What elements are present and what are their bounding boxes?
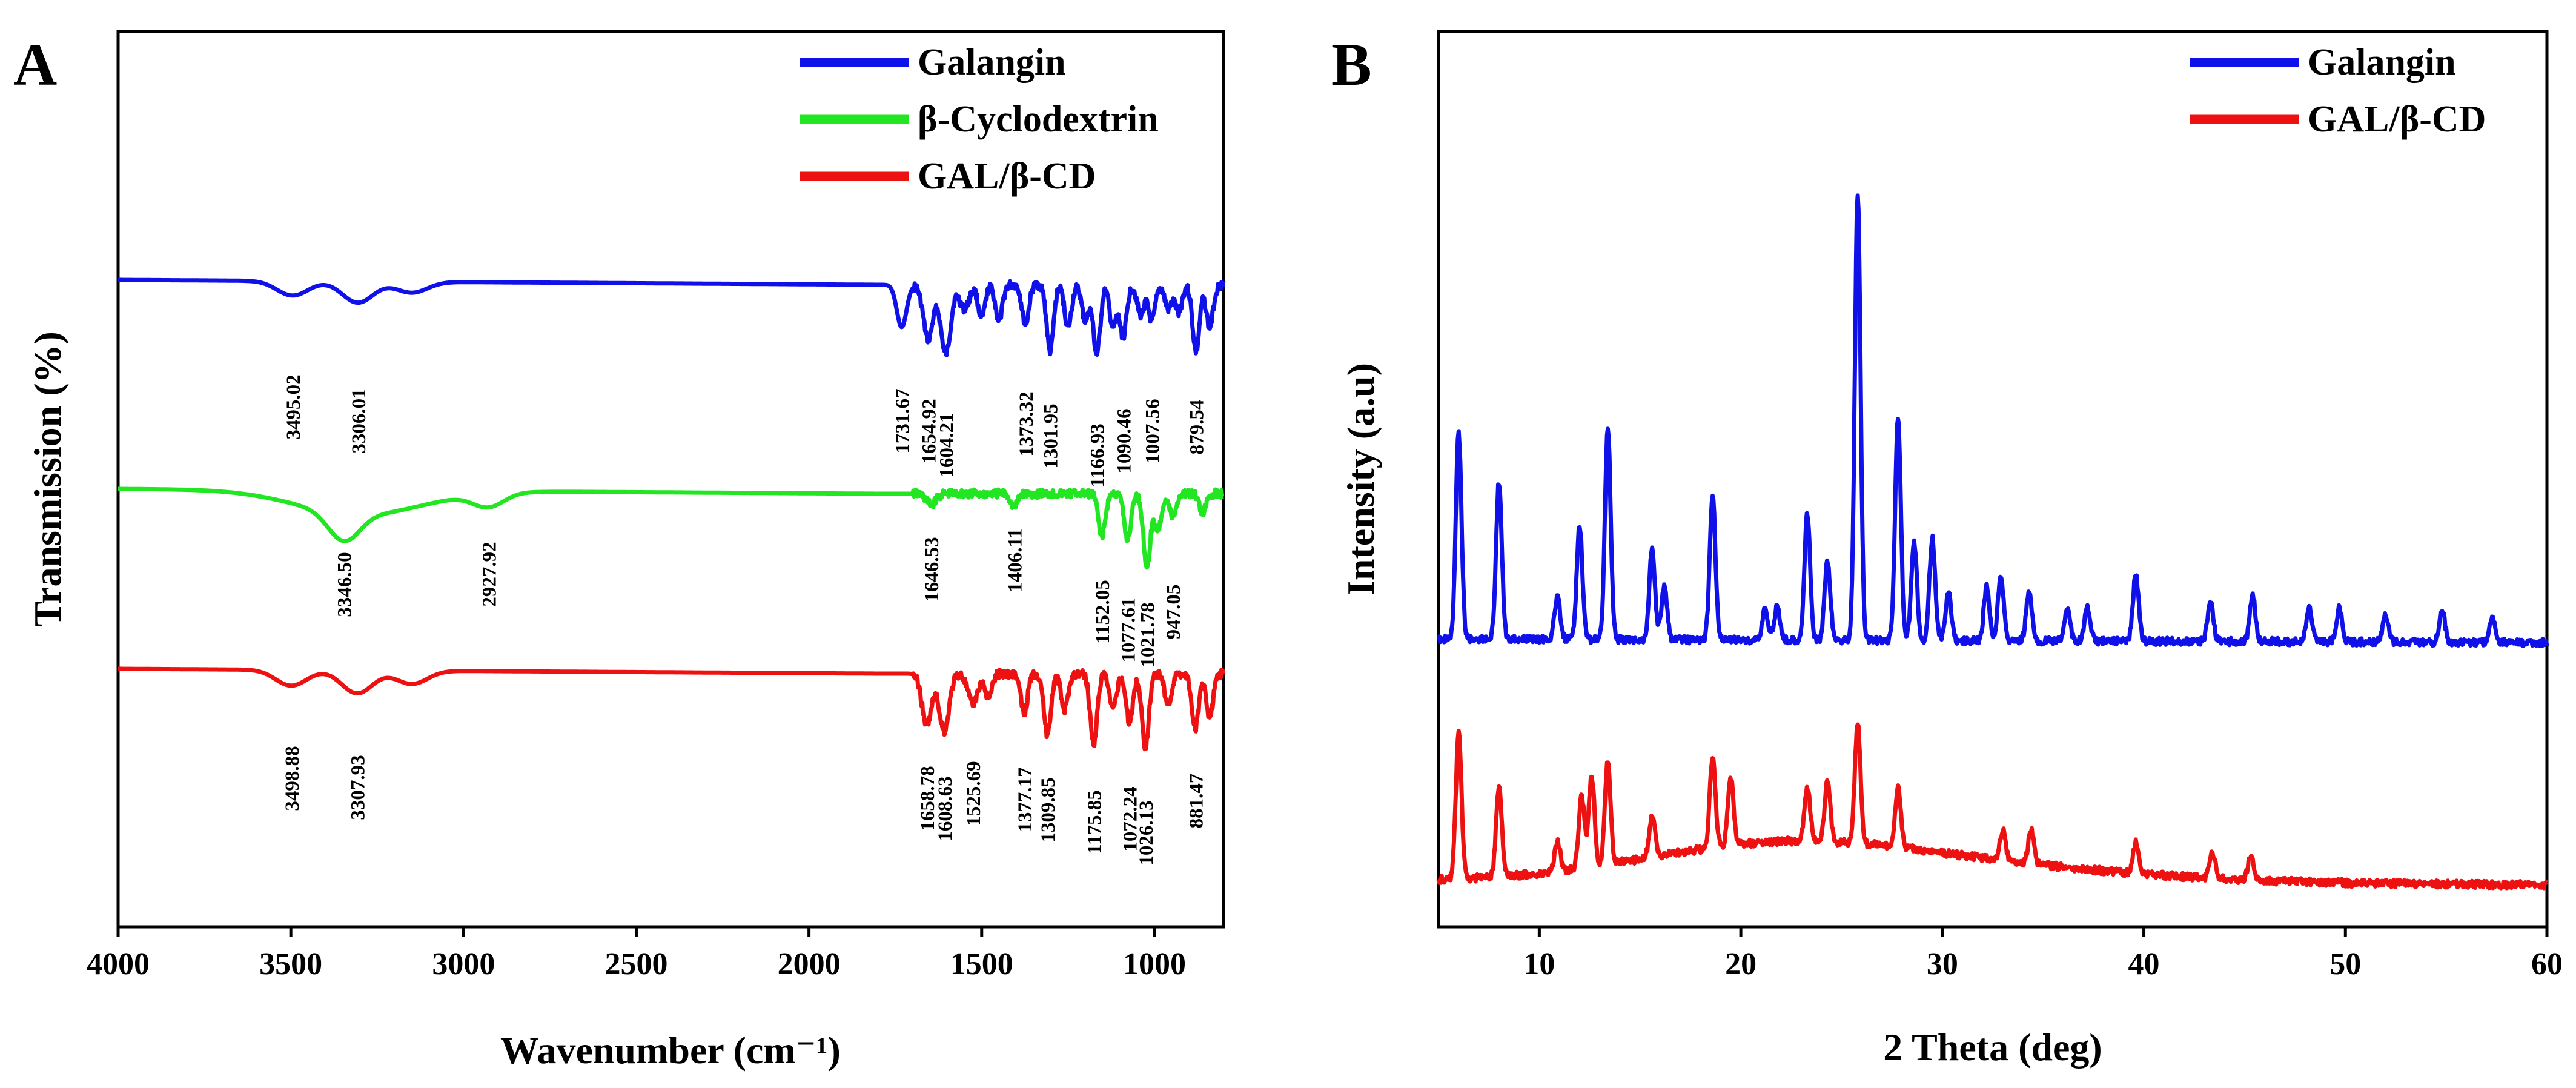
panel-a-cyclodextrin-peak-label: 947.05 — [1163, 585, 1185, 640]
panel-a-complex-peak-label: 1072.24 — [1120, 786, 1142, 851]
panel-a-complex-peak-label: 1377.17 — [1015, 767, 1036, 832]
panel-a-spectra — [116, 277, 1226, 752]
panel-a-galangin-peak-label: 1301.95 — [1041, 403, 1062, 468]
panel-b-x-tick-label: 40 — [2128, 947, 2160, 981]
panel-a-galangin-peak-label: 3306.01 — [348, 388, 370, 453]
panel-a-complex-peak-label: 1525.69 — [963, 761, 985, 826]
panel-a-legend: Galangin β-Cyclodextrin GAL/β-CD — [800, 42, 1159, 197]
panel-b-x-tick-label: 50 — [2329, 947, 2361, 981]
panel-a-letter: A — [13, 31, 57, 98]
panel-a-cyclodextrin-spectrum-line — [116, 486, 1225, 570]
panel-b-letter: B — [1331, 31, 1372, 98]
legend-a-galangin-label: Galangin — [918, 42, 1066, 83]
panel-a-galangin-spectrum-line — [116, 277, 1226, 357]
panel-a-galangin-peak-label: 1731.67 — [892, 388, 914, 453]
panel-a-complex-peak-label: 1658.78 — [917, 766, 939, 831]
panel-b-complex-pattern-line — [1436, 722, 2549, 891]
legend-a-cyclodextrin-label: β-Cyclodextrin — [918, 99, 1159, 140]
panel-a-complex-peak-label: 1175.85 — [1084, 790, 1106, 854]
panel-b-x-axis-title: 2 Theta (deg) — [1883, 1026, 2102, 1069]
panel-a-complex-peak-label: 1026.13 — [1136, 800, 1157, 865]
panel-a-complex-peak-label: 3307.93 — [348, 755, 369, 820]
legend-b-complex-label: GAL/β-CD — [2308, 99, 2486, 140]
panel-a-cyclodextrin-peak-label: 2927.92 — [478, 542, 500, 606]
panel-a-cyclodextrin-peak-label: 1077.61 — [1118, 597, 1140, 662]
panel-a-complex-peak-label: 881.47 — [1186, 774, 1208, 829]
panel-a-x-tick-label: 3500 — [259, 947, 322, 981]
panel-a-x-tick-label: 3000 — [432, 947, 495, 981]
panel-a-cyclodextrin-peak-label: 1646.53 — [921, 537, 943, 602]
panel-b-x-tick-label: 20 — [1725, 947, 1757, 981]
panel-a-x-tick-label: 2000 — [778, 947, 841, 981]
panel-b-x-tick-label: 30 — [1927, 947, 1958, 981]
panel-a-y-axis-title: Transmission (%) — [26, 331, 69, 627]
panel-a-galangin-peak-label: 1373.32 — [1016, 391, 1038, 456]
panel-a-x-tick-label: 1500 — [950, 947, 1013, 981]
panel-a-x-ticks: 4000 3500 3000 2500 2000 1500 1000 — [87, 927, 1186, 981]
panel-a-x-tick-label: 2500 — [604, 947, 667, 981]
panel-a-complex-peak-label: 3498.88 — [282, 746, 303, 811]
panel-a-galangin-peak-label: 3495.02 — [283, 374, 305, 439]
panel-b-x-ticks: 10 20 30 40 50 60 — [1523, 927, 2563, 981]
panel-a-cyclodextrin-peak-label: 1406.11 — [1004, 528, 1026, 592]
panel-a-x-tick-label: 1000 — [1123, 947, 1186, 981]
panel-a-x-tick-label: 4000 — [87, 947, 150, 981]
panel-b-galangin-pattern-line — [1437, 193, 2549, 648]
panel-a-galangin-peak-label: 1654.92 — [918, 399, 940, 463]
legend-a-complex-label: GAL/β-CD — [918, 156, 1096, 197]
panel-a-cyclodextrin-peak-label: 3346.50 — [334, 552, 356, 617]
panel-a-galangin-peak-label: 1604.21 — [936, 413, 958, 477]
panel-b-y-axis-title: Intensity (a.u) — [1339, 363, 1382, 595]
panel-a-cyclodextrin-peak-label: 1021.78 — [1137, 602, 1159, 667]
panel-b-legend: Galangin GAL/β-CD — [2190, 42, 2486, 140]
panel-a-complex-peak-label: 1608.63 — [935, 776, 956, 841]
panel-a-galangin-peak-label: 1007.56 — [1142, 399, 1164, 463]
legend-b-galangin-label: Galangin — [2308, 42, 2456, 83]
panel-b-x-tick-label: 60 — [2531, 947, 2563, 981]
panel-b: B 10 20 30 40 50 60 2 Theta (deg) Intensity (… — [1331, 30, 2563, 1069]
panel-b-patterns — [1436, 193, 2549, 891]
panel-a-complex-spectrum-line — [116, 666, 1226, 752]
panel-a-galangin-peak-label: 1166.93 — [1087, 423, 1109, 487]
panel-b-plot-frame — [1437, 30, 2549, 929]
panel-a-galangin-peak-label: 1090.46 — [1113, 408, 1135, 473]
panel-a-plot-frame — [116, 30, 1225, 929]
panel-a-galangin-peak-label: 879.54 — [1187, 400, 1208, 455]
panel-a-complex-peak-label: 1309.85 — [1038, 777, 1059, 842]
panel-b-x-tick-label: 10 — [1523, 947, 1555, 981]
panel-a-x-axis-title: Wavenumber (cm⁻¹) — [500, 1029, 841, 1072]
panel-a-cyclodextrin-peak-label: 1152.05 — [1092, 580, 1114, 643]
